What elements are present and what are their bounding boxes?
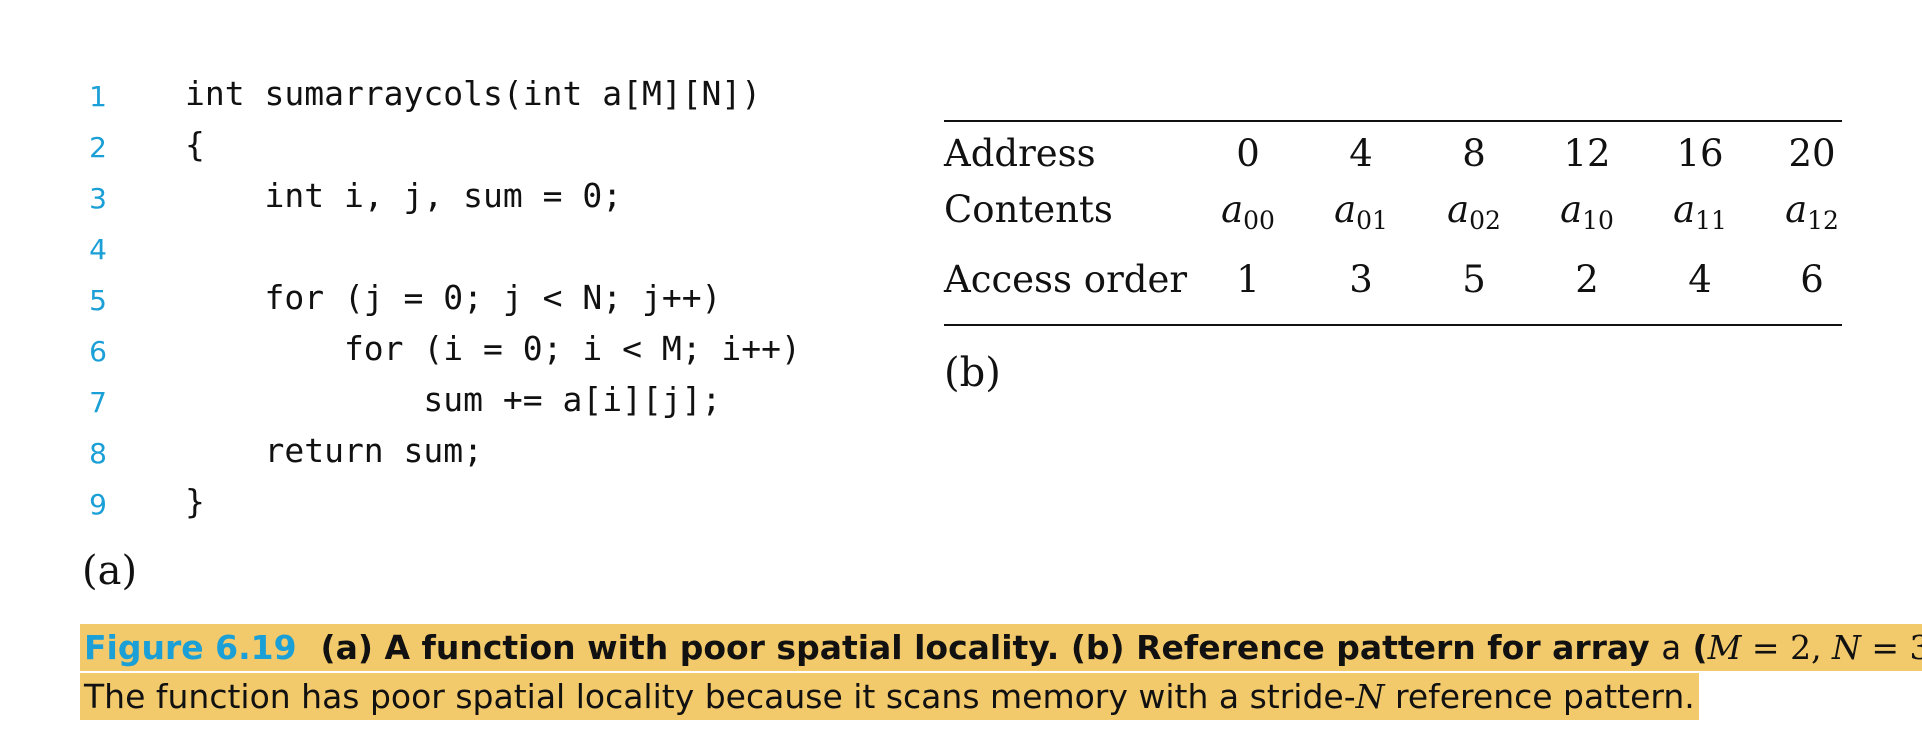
- line-number: 5: [89, 284, 107, 317]
- figure-caption: Figure 6.19 (a) A function with poor spat…: [80, 624, 1922, 720]
- access-order-cell: 5: [1462, 258, 1486, 301]
- code-text: sum += a[i][j];: [185, 380, 722, 419]
- contents-cell: a10: [1560, 188, 1614, 235]
- line-number: 8: [89, 437, 107, 470]
- code-text: }: [185, 482, 205, 521]
- contents-cell: a00: [1221, 188, 1275, 235]
- table-bottom-rule: [944, 324, 1842, 326]
- access-order-cell: 2: [1575, 258, 1599, 301]
- caption-title-line: Figure 6.19 (a) A function with poor spat…: [80, 624, 1922, 671]
- line-number: 6: [89, 335, 107, 368]
- contents-cell: a12: [1785, 188, 1839, 235]
- address-row: Address 0 4 8 12 16 20: [944, 122, 1842, 175]
- access-order-cell: 6: [1800, 258, 1824, 301]
- code-text: int sumarraycols(int a[M][N]): [185, 74, 762, 113]
- access-order-cell: 4: [1688, 258, 1712, 301]
- line-number: 4: [89, 233, 107, 266]
- subfigure-label-b: (b): [944, 350, 1001, 396]
- line-number: 1: [89, 80, 107, 113]
- line-number: 9: [89, 488, 107, 521]
- address-cell: 4: [1349, 132, 1373, 175]
- contents-header: Contents: [944, 188, 1113, 231]
- code-text: {: [185, 125, 205, 164]
- code-text: for (j = 0; j < N; j++): [185, 278, 722, 317]
- figure-number: Figure 6.19: [84, 628, 297, 667]
- address-header: Address: [944, 132, 1096, 175]
- address-cell: 20: [1788, 132, 1836, 175]
- contents-cell: a02: [1447, 188, 1501, 235]
- code-text: int i, j, sum = 0;: [185, 176, 623, 215]
- caption-title: (a) A function with poor spatial localit…: [320, 628, 1922, 667]
- line-number: 7: [89, 386, 107, 419]
- address-cell: 8: [1462, 132, 1486, 175]
- address-cell: 12: [1563, 132, 1611, 175]
- contents-row: Contents a00 a01 a02 a10 a11 a12: [944, 174, 1842, 254]
- access-order-cell: 3: [1349, 258, 1373, 301]
- access-order-cell: 1: [1236, 258, 1260, 301]
- caption-body-line: The function has poor spatial locality b…: [80, 673, 1699, 720]
- access-order-header: Access order: [944, 258, 1188, 301]
- address-cell: 16: [1676, 132, 1724, 175]
- contents-cell: a11: [1673, 188, 1727, 235]
- access-order-row: Access order 1 3 5 2 4 6: [944, 254, 1842, 324]
- contents-cell: a01: [1334, 188, 1388, 235]
- table-top-rule: [944, 120, 1842, 122]
- code-text: for (i = 0; i < M; i++): [185, 329, 801, 368]
- line-number: 3: [89, 182, 107, 215]
- reference-pattern-table: Address 0 4 8 12 16 20 Contents a00 a01 …: [944, 120, 1842, 326]
- subfigure-label-a: (a): [82, 548, 138, 594]
- address-cell: 0: [1236, 132, 1260, 175]
- line-number: 2: [89, 131, 107, 164]
- code-text: return sum;: [185, 431, 484, 470]
